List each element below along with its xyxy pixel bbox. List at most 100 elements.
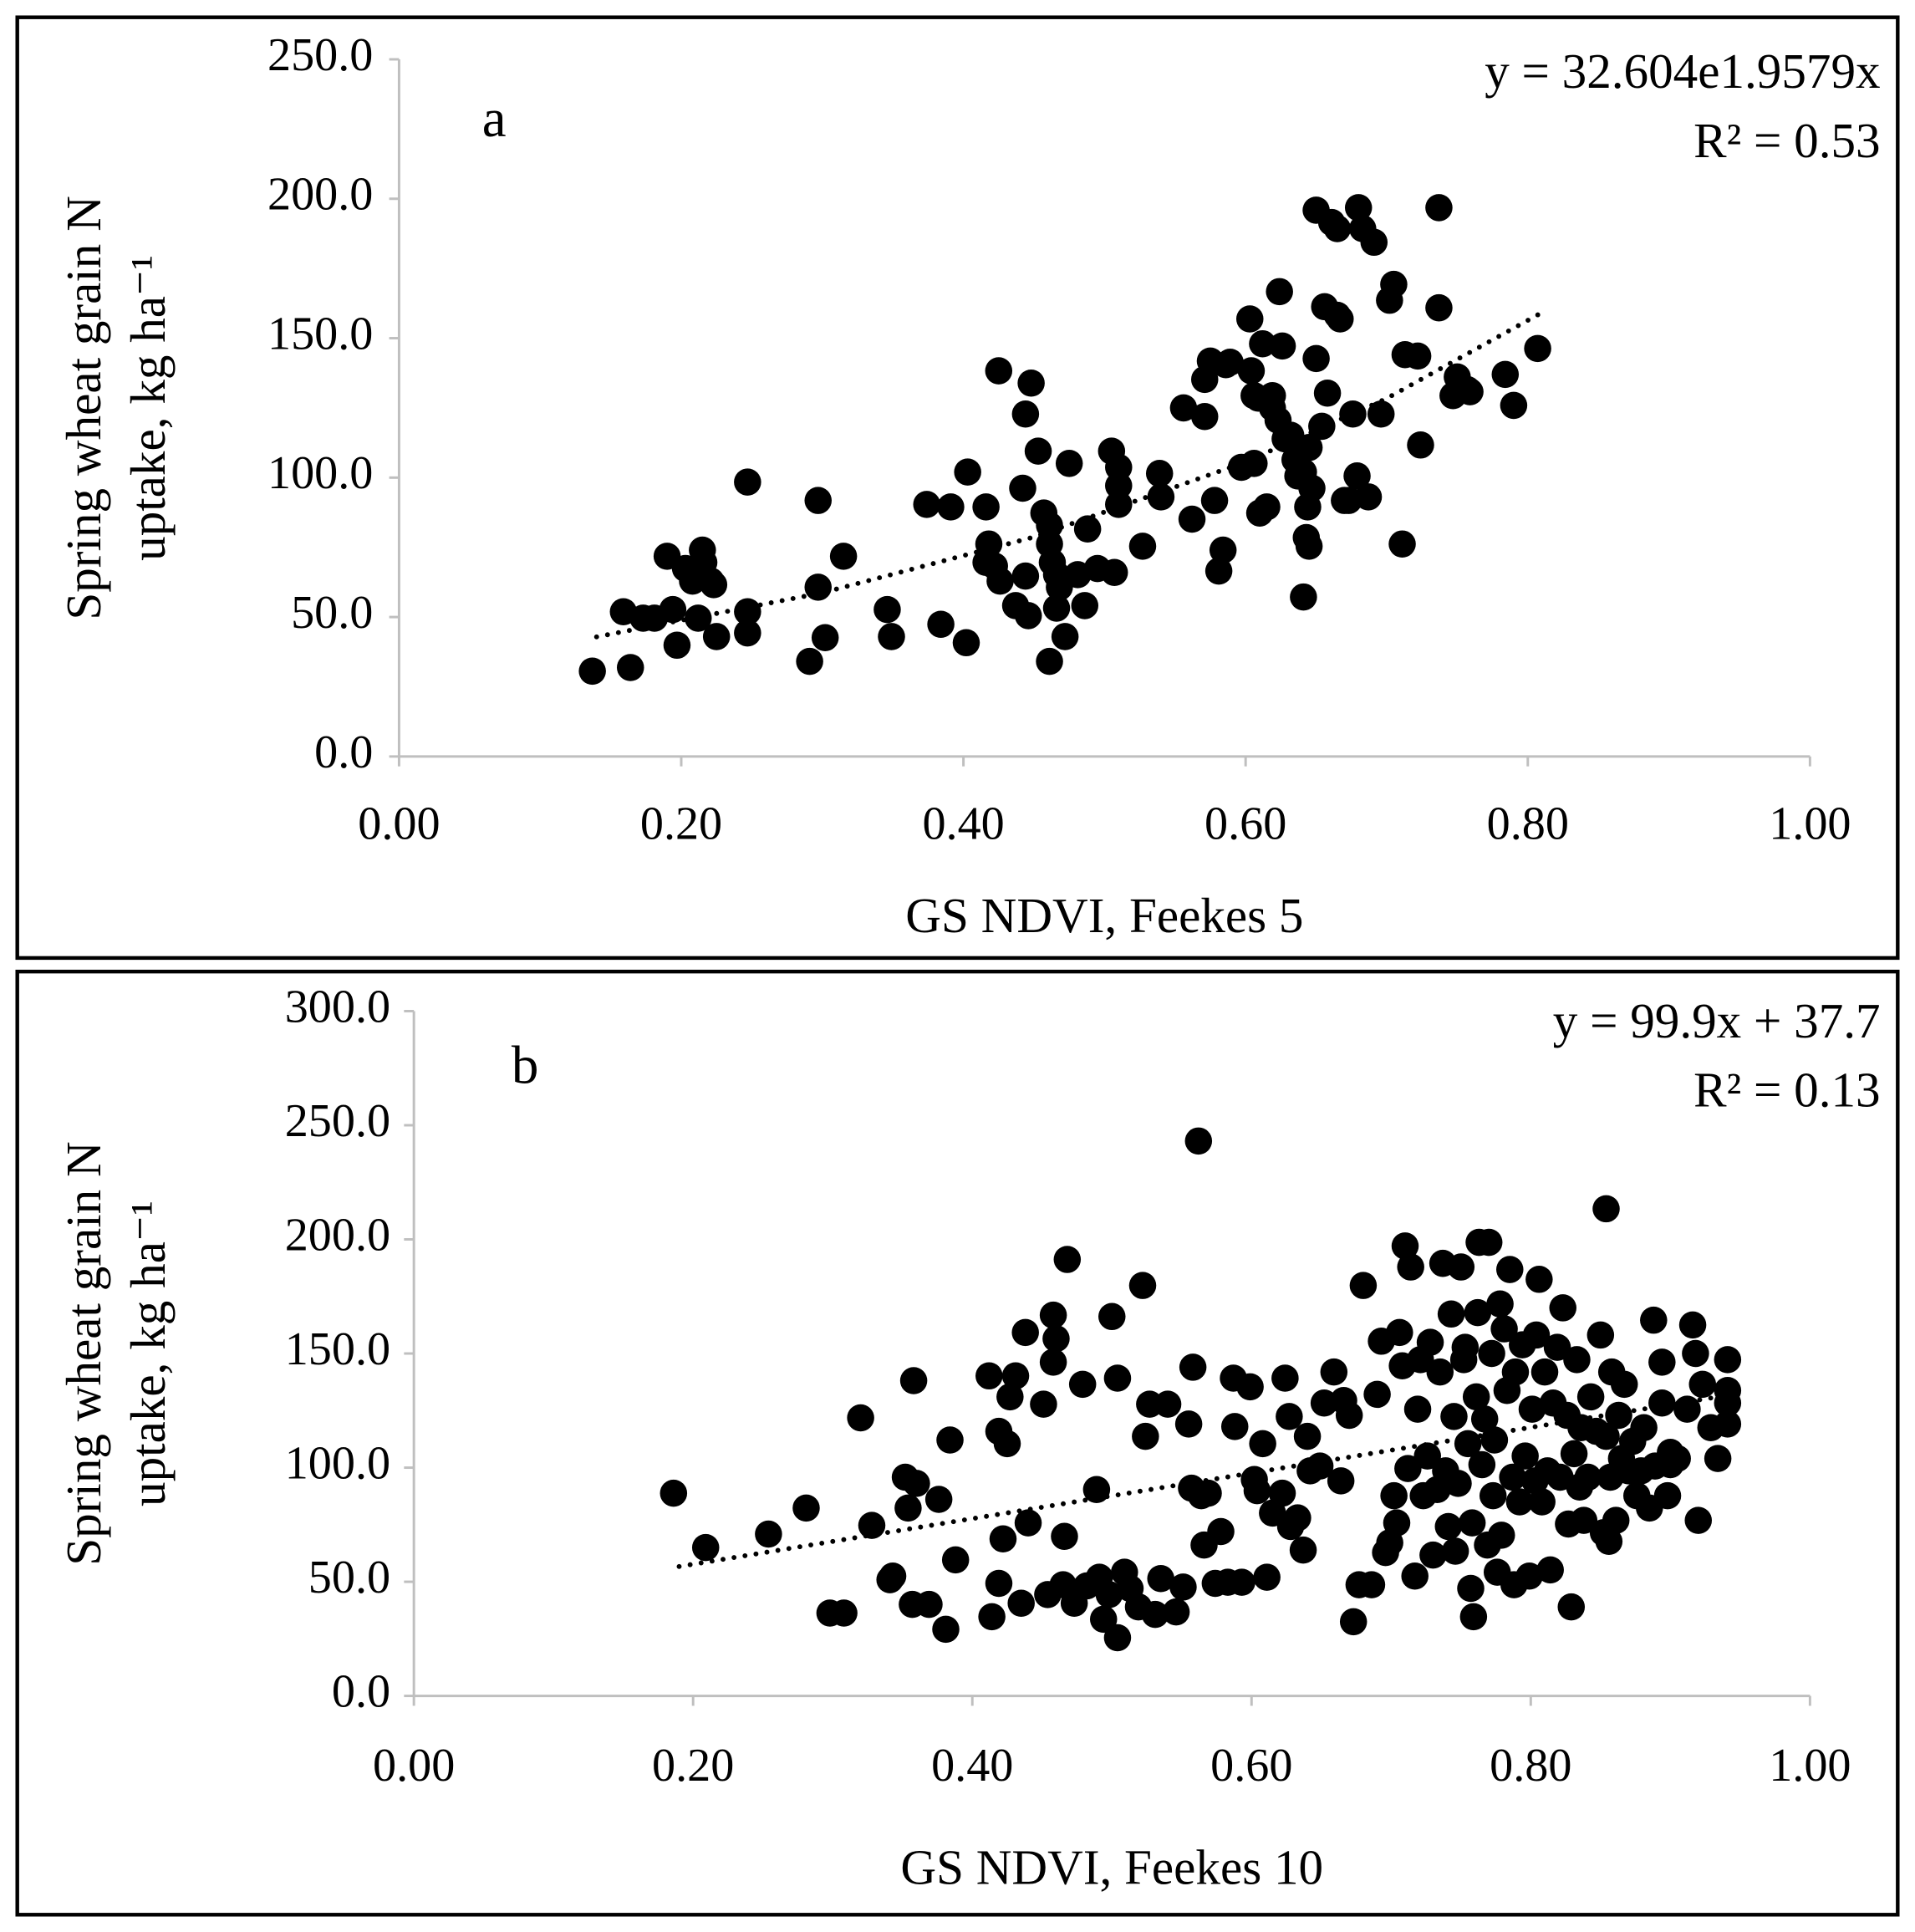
point (1141, 1600, 1169, 1629)
point (1714, 1346, 1742, 1374)
point (1602, 1506, 1630, 1534)
point (1457, 1574, 1485, 1603)
y-tick-label: 150.0 (285, 1323, 390, 1375)
point (1236, 1373, 1264, 1401)
point (1496, 1256, 1524, 1283)
point (1501, 1358, 1530, 1386)
point (1367, 400, 1395, 428)
point (1391, 1232, 1419, 1260)
point (1042, 594, 1071, 622)
point (1103, 1364, 1132, 1392)
point (1068, 1370, 1097, 1399)
point (1105, 472, 1133, 500)
point (937, 493, 965, 521)
point (1039, 1348, 1067, 1376)
point (993, 1430, 1021, 1458)
point (1284, 1504, 1311, 1532)
point (913, 491, 940, 518)
point (1295, 434, 1323, 461)
point (1302, 344, 1330, 373)
point (1459, 1603, 1488, 1631)
point (1434, 1512, 1463, 1541)
point (1678, 1311, 1707, 1339)
x-tick-label: 0.00 (358, 798, 440, 850)
x-tick-label: 0.40 (931, 1740, 1013, 1792)
point (972, 493, 1000, 521)
point (936, 1426, 964, 1454)
point (1205, 557, 1233, 585)
point (1441, 1537, 1469, 1565)
y-axis-title: Spring wheat grain N (56, 1141, 111, 1565)
point (1240, 450, 1268, 477)
point (1530, 1358, 1559, 1386)
y-tick-label: 0.0 (332, 1665, 390, 1717)
x-tick-label: 0.60 (1210, 1740, 1292, 1792)
point (1528, 1488, 1556, 1516)
point (1349, 1272, 1378, 1299)
point (1207, 1517, 1235, 1546)
point (858, 1511, 886, 1539)
point (1154, 1390, 1182, 1418)
point (1557, 1593, 1586, 1621)
point (1036, 647, 1063, 675)
panel-frame (15, 969, 1900, 1917)
point (1525, 1266, 1553, 1293)
point (1595, 1527, 1623, 1556)
point (1268, 1479, 1296, 1507)
point (1145, 460, 1174, 487)
point (1426, 1358, 1454, 1386)
point (1522, 1321, 1551, 1349)
point (1478, 1339, 1505, 1368)
trendline (676, 1393, 1729, 1569)
point (1009, 474, 1036, 502)
point (1515, 1562, 1543, 1590)
point (1174, 1410, 1203, 1438)
point (734, 598, 761, 626)
point (804, 573, 832, 601)
point (792, 1494, 820, 1522)
point (1011, 562, 1040, 590)
point (915, 1590, 943, 1618)
x-tick-label: 0.20 (652, 1740, 734, 1792)
point (1653, 1481, 1682, 1510)
point (830, 1599, 858, 1627)
point (1335, 1401, 1363, 1430)
y-tick-label: 100.0 (267, 447, 373, 499)
point (1386, 1318, 1413, 1347)
point (1648, 1389, 1676, 1417)
point (1682, 1339, 1709, 1368)
point (1339, 1608, 1367, 1636)
point (1071, 592, 1099, 619)
point (879, 1562, 907, 1590)
point (1103, 1624, 1132, 1652)
point (1200, 487, 1229, 514)
point (1440, 1403, 1468, 1430)
point (1253, 493, 1281, 521)
point (1505, 1488, 1534, 1516)
point (1586, 1321, 1615, 1349)
point (1209, 536, 1237, 564)
point (1178, 505, 1206, 533)
point (1169, 1573, 1197, 1601)
point (1394, 1455, 1422, 1482)
point (1007, 1589, 1035, 1618)
point (1479, 1481, 1507, 1510)
point (1194, 1479, 1222, 1507)
point (1105, 491, 1133, 518)
point (1089, 1605, 1118, 1634)
point (1228, 1568, 1255, 1596)
equation: R² = 0.53 (1693, 113, 1881, 168)
point (1249, 1430, 1276, 1458)
point (1100, 558, 1128, 586)
x-tick-label: 0.20 (640, 798, 722, 850)
point (1132, 1422, 1159, 1450)
point (1179, 1353, 1207, 1381)
panel-label: a (482, 89, 507, 149)
point (1425, 194, 1453, 222)
point (1357, 1571, 1386, 1598)
point (1343, 462, 1371, 490)
point (1610, 1370, 1638, 1399)
point (1456, 378, 1484, 405)
point (1383, 1509, 1411, 1537)
point (878, 623, 905, 650)
